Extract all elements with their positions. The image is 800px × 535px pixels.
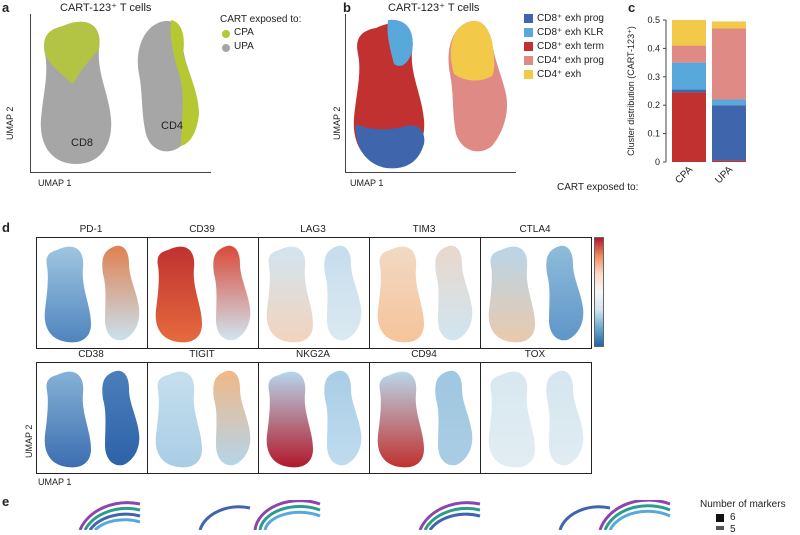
cluster-label-cd4: CD4 [161, 120, 184, 132]
marker-umap-plot [36, 237, 148, 349]
bar-segment [712, 28, 746, 100]
panel-a-letter: a [2, 0, 10, 15]
marker-title: NKG2A [296, 349, 330, 360]
panel-e-legend-swatch-6 [716, 514, 724, 522]
legend-label-upa: UPA [234, 41, 254, 52]
marker-umap-plot [258, 237, 370, 349]
panel-e-legend-swatch-5 [716, 526, 724, 530]
bar-segment [672, 20, 706, 46]
panel-a-axes: CD8 CD4 [30, 14, 211, 173]
y-tick-label: 0 [655, 157, 660, 167]
panel-c-xlabel: CART exposed to: [557, 182, 639, 193]
bar-segment [712, 160, 746, 162]
legend-label-cpa: CPA [234, 27, 254, 38]
bar-segment [672, 92, 706, 162]
panel-a-legend-title: CART exposed to: [220, 14, 302, 25]
cluster-label-cd8: CD8 [71, 137, 94, 149]
legend-swatch-cpa [222, 30, 230, 38]
marker-umap-plot [147, 362, 259, 474]
y-tick-label: 0.3 [647, 72, 660, 82]
legend-label-cd4-exh-prog: CD4⁺ exh prog [537, 55, 604, 66]
panel-c-stacked-bar-chart: 0 0.1 0.2 0.3 0.4 0.5 Cluster distribution (CA… [626, 15, 746, 186]
legend-swatch-upa [222, 44, 230, 52]
bar-segment [672, 45, 706, 63]
panel-b-title: CART-123⁺ T cells [388, 2, 480, 14]
legend-swatch-cd8-exh-term [524, 42, 533, 51]
panel-c-letter: c [628, 0, 636, 15]
panel-d-ylabel: UMAP 2 [24, 424, 34, 458]
panel-b-ylabel: UMAP 2 [332, 106, 342, 140]
marker-umap-plot [480, 362, 592, 474]
legend-swatch-cd8-exh-prog [524, 14, 533, 23]
marker-umap-plot [480, 237, 592, 349]
marker-title: TIGIT [189, 349, 215, 360]
panel-b-axes [345, 14, 516, 173]
panel-e-letter: e [2, 494, 10, 509]
y-tick-label: 0.1 [647, 129, 660, 139]
y-tick-label: 0.4 [647, 43, 660, 53]
marker-title: CD38 [78, 349, 104, 360]
legend-label-cd8-exh-prog: CD8⁺ exh prog [537, 13, 604, 24]
legend-swatch-cd8-exh-klr [524, 28, 533, 37]
panel-b-umap [353, 19, 508, 169]
marker-title: CTLA4 [519, 224, 551, 235]
panel-e-legend-label-6: 6 [730, 512, 736, 523]
panel-b-letter: b [343, 0, 351, 15]
panel-a-title: CART-123⁺ T cells [60, 2, 152, 14]
marker-umap-plot [258, 362, 370, 474]
marker-umap-plot [369, 237, 481, 349]
legend-label-cd4-exh: CD4⁺ exh [537, 69, 582, 80]
legend-swatch-cd4-exh [524, 70, 533, 79]
marker-title: LAG3 [300, 224, 326, 235]
marker-umap-plot [147, 237, 259, 349]
bar-segment [712, 99, 746, 106]
marker-title: PD-1 [79, 224, 103, 235]
panel-d-letter: d [2, 220, 10, 235]
marker-umap-plot [369, 362, 481, 474]
panel-b-xlabel: UMAP 1 [350, 178, 384, 188]
panel-e-legend-title: Number of markers [700, 499, 786, 510]
bar-segment [712, 21, 746, 29]
panel-e-arc-plots [78, 500, 671, 530]
y-tick-label: 0.2 [647, 100, 660, 110]
panel-a-ylabel: UMAP 2 [5, 106, 15, 140]
marker-title: CD94 [411, 349, 437, 360]
legend-swatch-cd4-exh-prog [524, 56, 533, 65]
legend-label-cd8-exh-term: CD8⁺ exh term [537, 41, 604, 52]
marker-title: TOX [524, 349, 546, 360]
marker-umap-plot [36, 362, 148, 474]
marker-title: CD39 [189, 224, 215, 235]
y-axis-label: Cluster distribution (CART-123⁺) [626, 26, 636, 156]
x-tick-label: CPA [673, 164, 695, 186]
legend-label-cd8-exh-klr: CD8⁺ exh KLR [537, 27, 604, 38]
y-tick-label: 0.5 [647, 15, 660, 25]
panel-a-xlabel: UMAP 1 [38, 178, 72, 188]
bar-segment [672, 62, 706, 90]
panel-a-umap [40, 20, 199, 165]
marker-title: TIM3 [412, 224, 436, 235]
panel-d-xlabel: UMAP 1 [38, 477, 72, 487]
bar-segment [712, 105, 746, 161]
bar-segment [672, 89, 706, 93]
x-tick-label: UPA [713, 164, 735, 186]
panel-d-colorbar [594, 237, 604, 347]
